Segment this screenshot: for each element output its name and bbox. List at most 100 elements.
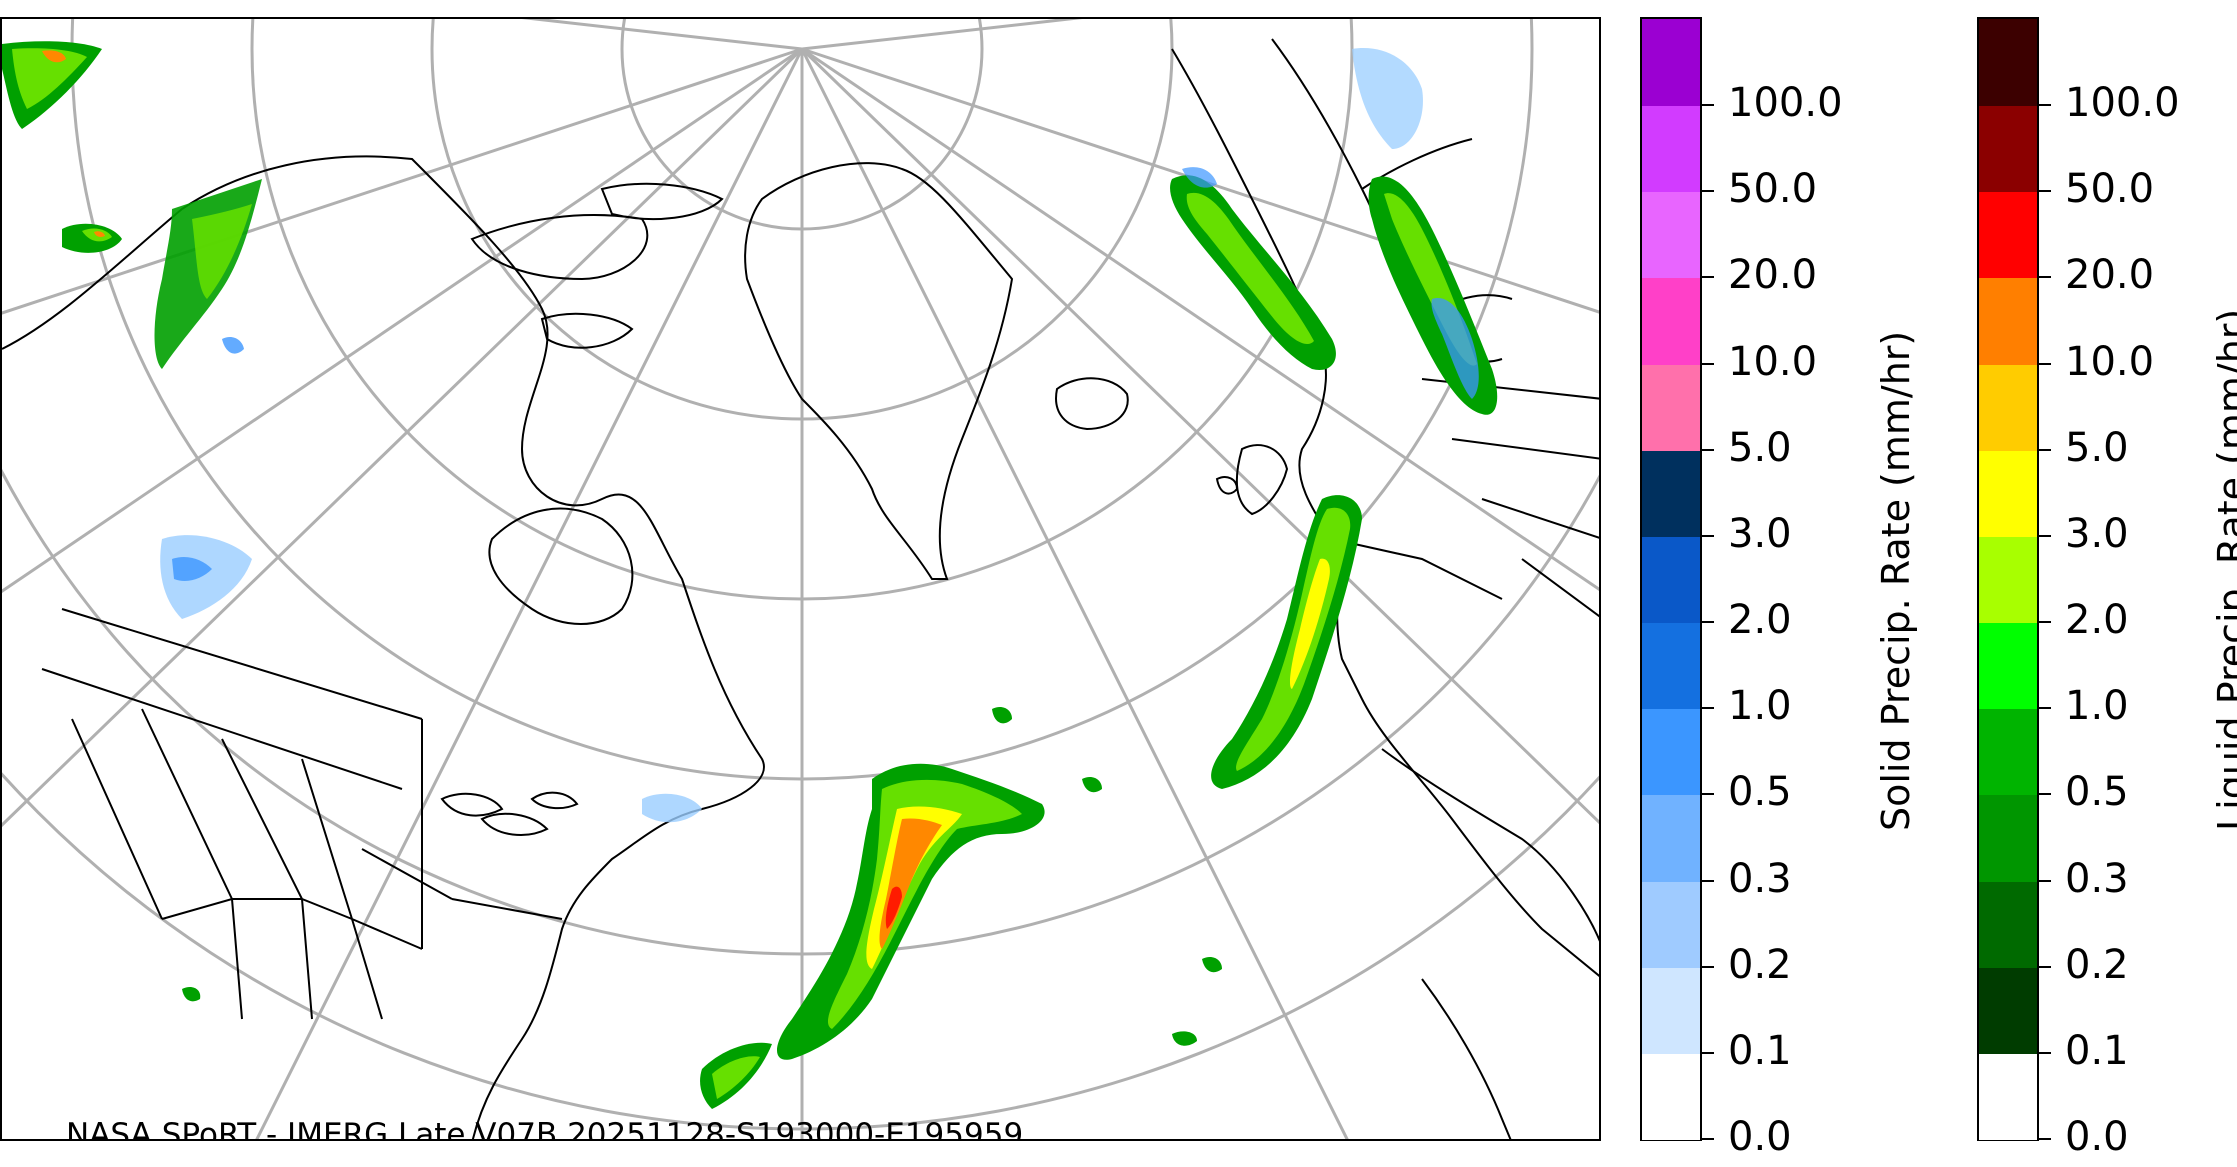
colorbar-segment	[1979, 1052, 2037, 1140]
colorbar-segment	[1979, 794, 2037, 882]
colorbar-tick	[1702, 707, 1714, 710]
liquid-colorbar-title: Liquid Precip. Rate (mm/hr)	[2210, 308, 2237, 831]
colorbar-tick-label: 0.2	[2065, 941, 2129, 988]
colorbar-tick-label: 3.0	[2065, 510, 2129, 557]
meridian	[255, 48, 804, 1139]
colorbar-segment	[1642, 880, 1700, 968]
colorbar-tick	[1702, 276, 1714, 279]
precip-front-intense	[885, 886, 902, 929]
meridian	[800, 48, 1349, 1139]
colorbar-tick-label: 50.0	[1728, 166, 1818, 213]
solid-colorbar-title: Solid Precip. Rate (mm/hr)	[1874, 330, 1918, 831]
colorbar-segment	[1979, 880, 2037, 968]
precip-cell	[992, 707, 1012, 724]
map-caption: NASA SPoRT - IMERG Late V07B 20251128-S1…	[66, 1117, 1024, 1141]
precip-patch-liquid	[12, 48, 87, 109]
colorbar-tick-label: 5.0	[1728, 424, 1792, 471]
colorbar-segment	[1642, 105, 1700, 193]
colorbar-tick	[1702, 793, 1714, 796]
colorbar-segment	[1979, 449, 2037, 537]
colorbar-tick	[2039, 1138, 2051, 1140]
colorbar-segment	[1642, 966, 1700, 1054]
colorbar-tick	[1702, 534, 1714, 537]
colorbar-tick	[1702, 879, 1714, 882]
arctic-islands	[470, 182, 724, 349]
colorbar-tick-label: 50.0	[2065, 166, 2155, 213]
colorbar-tick-label: 0.1	[2065, 1027, 2129, 1074]
precip-snow	[222, 337, 244, 354]
hudson-bay	[488, 507, 634, 625]
colorbar-tick	[2039, 879, 2051, 882]
colorbar-tick-label: 5.0	[2065, 424, 2129, 471]
state-boundaries	[41, 608, 563, 1020]
colorbar-tick	[2039, 104, 2051, 107]
great-lakes	[440, 791, 579, 836]
colorbar-tick-label: 0.1	[1728, 1027, 1792, 1074]
colorbar-tick	[2039, 534, 2051, 537]
precip-snow	[1431, 298, 1479, 399]
meridian	[801, 47, 1599, 314]
colorbar-segment	[1979, 535, 2037, 624]
colorbar-tick	[1702, 362, 1714, 365]
graticule	[2, 19, 1599, 1139]
colorbar-tick-label: 10.0	[1728, 338, 1818, 385]
colorbar-segment	[1642, 277, 1700, 365]
precip-snow	[160, 535, 252, 619]
colorbar-tick-label: 0.5	[2065, 769, 2129, 816]
precip-patch-heavy	[94, 231, 105, 237]
colorbar-tick	[1702, 1138, 1714, 1140]
precip-band-liquid	[1186, 192, 1314, 345]
colorbar-segment	[1979, 363, 2037, 451]
precip-patch-heavy	[42, 50, 66, 63]
colorbar-segment	[1642, 794, 1700, 882]
solid-precip-colorbar	[1640, 17, 1702, 1141]
colorbar-segment	[1642, 19, 1700, 107]
colorbar-tick-label: 0.5	[1728, 769, 1792, 816]
colorbar-segment	[1979, 191, 2037, 279]
colorbar-segment	[1979, 966, 2037, 1054]
colorbar-segment	[1979, 622, 2037, 710]
map-canvas	[2, 19, 1599, 1139]
colorbar-segment	[1979, 19, 2037, 107]
colorbar-tick-label: 100.0	[2065, 80, 2180, 127]
precip-cell	[182, 987, 201, 1002]
coastlines	[2, 38, 1599, 1139]
precip-band-heavy	[1289, 558, 1330, 689]
africa-coast	[1381, 748, 1599, 1139]
precipitation-layer	[2, 41, 1498, 1109]
colorbar-segment	[1979, 708, 2037, 796]
colorbar-segment	[1642, 622, 1700, 710]
colorbar-tick-label: 3.0	[1728, 510, 1792, 557]
meridian	[801, 47, 1599, 592]
precip-snow	[172, 557, 212, 581]
british-isles	[1215, 444, 1289, 516]
precip-snow	[1352, 48, 1423, 149]
colorbar-tick-label: 1.0	[2065, 683, 2129, 730]
precip-cell	[1172, 1031, 1197, 1046]
precip-band-liquid	[192, 204, 252, 299]
meridian	[800, 47, 1599, 825]
colorbar-tick	[2039, 362, 2051, 365]
meridian	[2, 47, 803, 594]
colorbar-tick-label: 1.0	[1728, 683, 1792, 730]
colorbar-segment	[1979, 277, 2037, 365]
europe-coast	[1171, 48, 1599, 978]
colorbar-tick	[1702, 104, 1714, 107]
colorbar-segment	[1642, 535, 1700, 624]
colorbar-tick	[2039, 621, 2051, 624]
meridian	[801, 19, 1083, 51]
colorbar-segment	[1642, 449, 1700, 537]
colorbar-tick	[2039, 1051, 2051, 1054]
colorbar-tick	[2039, 707, 2051, 710]
precip-cell	[1202, 957, 1222, 973]
precip-snow	[1182, 167, 1217, 188]
iceland-coast	[1055, 377, 1129, 431]
colorbar-tick-label: 20.0	[1728, 252, 1818, 299]
colorbar-tick	[2039, 448, 2051, 451]
meridian	[521, 19, 803, 51]
colorbar-tick	[1702, 965, 1714, 968]
colorbar-tick-label: 2.0	[1728, 597, 1792, 644]
colorbar-tick-label: 0.0	[1728, 1114, 1792, 1160]
colorbar-segment	[1642, 1052, 1700, 1140]
colorbar-segment	[1979, 105, 2037, 193]
